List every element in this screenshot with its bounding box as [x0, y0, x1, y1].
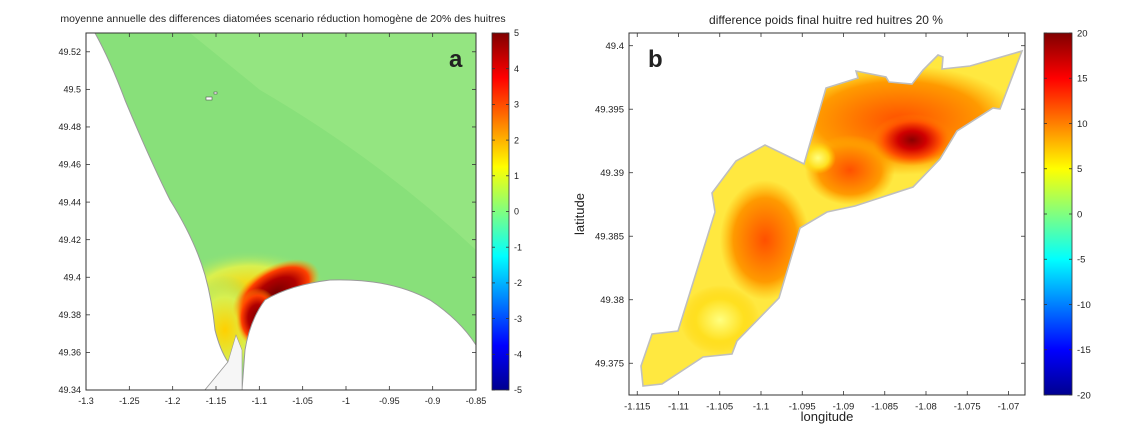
colorbar-tick-label: 10 — [1077, 119, 1088, 130]
x-tick-label: -1.115 — [624, 402, 650, 413]
panel-b-light-spot — [680, 285, 760, 355]
panel-a-plot-area — [86, 33, 476, 390]
x-tick-label: -1.08 — [915, 402, 937, 413]
colorbar-tick-label: 2 — [514, 135, 519, 145]
x-tick-label: -1.25 — [119, 396, 140, 406]
panel-a-islet — [205, 96, 213, 101]
x-tick-label: -1 — [342, 396, 350, 406]
x-tick-label: -1.095 — [789, 402, 816, 413]
colorbar-tick-label: -5 — [1077, 255, 1085, 266]
panel-b-title: difference poids final huitre red huitre… — [709, 13, 943, 27]
colorbar-tick-label: 5 — [514, 28, 519, 38]
panel-a-axes-frame — [85, 32, 477, 391]
y-tick-label: 49.375 — [595, 359, 624, 370]
panel-b-domain-outline — [640, 49, 1024, 387]
panel-b-hotspot — [872, 114, 952, 166]
panel-b-axes-frame — [628, 32, 1026, 396]
panel-b-xaxis: -1.115 -1.11 -1.105 -1.1 -1.095 -1.09 -1.085 -1… — [624, 33, 1019, 413]
colorbar-tick-label: 3 — [514, 100, 519, 110]
panel-a-islet — [213, 91, 218, 95]
x-tick-label: -0.9 — [425, 396, 441, 406]
x-tick-label: -1.11 — [668, 402, 689, 413]
panel-b-yaxis: 49.375 49.38 49.385 49.39 49.395 49.4 — [595, 41, 1025, 370]
x-tick-label: -1.1 — [753, 402, 769, 413]
x-tick-label: -1.15 — [206, 396, 227, 406]
y-tick-label: 49.5 — [63, 85, 81, 95]
colorbar-tick-label: 4 — [514, 64, 519, 74]
panel-a-land-west — [86, 33, 229, 390]
panel-b-colorbar — [1043, 32, 1073, 396]
x-tick-label: -1.1 — [252, 396, 268, 406]
x-tick-label: -1.3 — [78, 396, 94, 406]
colorbar-tick-label: -10 — [1077, 300, 1091, 311]
y-tick-label: 49.4 — [63, 272, 81, 282]
y-tick-label: 49.38 — [600, 295, 624, 306]
panel-a-yaxis: 49.34 49.36 49.38 49.4 49.42 49.44 49.46 49.48 4… — [58, 47, 476, 395]
colorbar-tick-label: 0 — [514, 207, 519, 217]
y-tick-label: 49.46 — [58, 160, 81, 170]
colorbar-tick-label: 20 — [1077, 28, 1088, 39]
y-tick-label: 49.48 — [58, 122, 81, 132]
panel-b-xlabel: longitude — [801, 409, 854, 424]
y-tick-label: 49.34 — [58, 385, 81, 395]
x-tick-label: -1.085 — [871, 402, 898, 413]
x-tick-label: -0.95 — [379, 396, 400, 406]
colorbar-tick-label: -2 — [514, 278, 522, 288]
panel-a-label: a — [449, 46, 463, 73]
x-tick-label: -1.05 — [292, 396, 313, 406]
colorbar-tick-label: -4 — [514, 349, 522, 359]
y-tick-label: 49.39 — [600, 168, 624, 179]
panel-b: difference poids final huitre red huitre… — [572, 13, 1091, 424]
x-tick-label: -0.85 — [466, 396, 487, 406]
colorbar-tick-label: 15 — [1077, 74, 1088, 85]
panel-b-ylabel: latitude — [572, 193, 587, 235]
colorbar-tick-label: 5 — [1077, 164, 1082, 175]
y-tick-label: 49.385 — [595, 232, 624, 243]
x-tick-label: -1.105 — [706, 402, 733, 413]
panel-a: moyenne annuelle des differences diatomé… — [58, 13, 522, 406]
x-tick-label: -1.075 — [954, 402, 981, 413]
x-tick-label: -1.07 — [998, 402, 1020, 413]
panel-a-colorbar-ticks: 5 4 3 2 1 0 -1 -2 -3 -4 -5 — [492, 28, 522, 395]
colorbar-tick-label: -5 — [514, 385, 522, 395]
panel-a-xaxis: -1.3 -1.25 -1.2 -1.15 -1.1 -1.05 -1 -0.95 -0.9 -0… — [78, 33, 486, 406]
colorbar-tick-label: -3 — [514, 314, 522, 324]
panel-a-title: moyenne annuelle des differences diatomé… — [60, 13, 505, 25]
y-tick-label: 49.52 — [58, 47, 81, 57]
y-tick-label: 49.42 — [58, 235, 81, 245]
panel-a-light-shading — [190, 33, 476, 250]
colorbar-tick-label: 1 — [514, 171, 519, 181]
x-tick-label: -1.09 — [833, 402, 855, 413]
panel-a-estuary — [204, 334, 243, 390]
panel-b-colorbar-ticks: 20 15 10 5 0 -5 -10 -15 -20 — [1044, 28, 1091, 401]
panel-a-land-south — [241, 279, 476, 390]
colorbar-tick-label: -15 — [1077, 345, 1091, 356]
y-tick-label: 49.38 — [58, 310, 81, 320]
y-tick-label: 49.44 — [58, 197, 81, 207]
panel-b-light-spot — [800, 142, 836, 174]
y-tick-label: 49.4 — [606, 41, 625, 52]
colorbar-tick-label: 0 — [1077, 209, 1082, 220]
panel-b-label: b — [648, 46, 663, 73]
panel-b-plot-area — [640, 49, 1024, 387]
x-tick-label: -1.2 — [165, 396, 181, 406]
colorbar-tick-label: -20 — [1077, 390, 1091, 401]
y-tick-label: 49.395 — [595, 105, 624, 116]
colorbar-tick-label: -1 — [514, 242, 522, 252]
y-tick-label: 49.36 — [58, 348, 81, 358]
